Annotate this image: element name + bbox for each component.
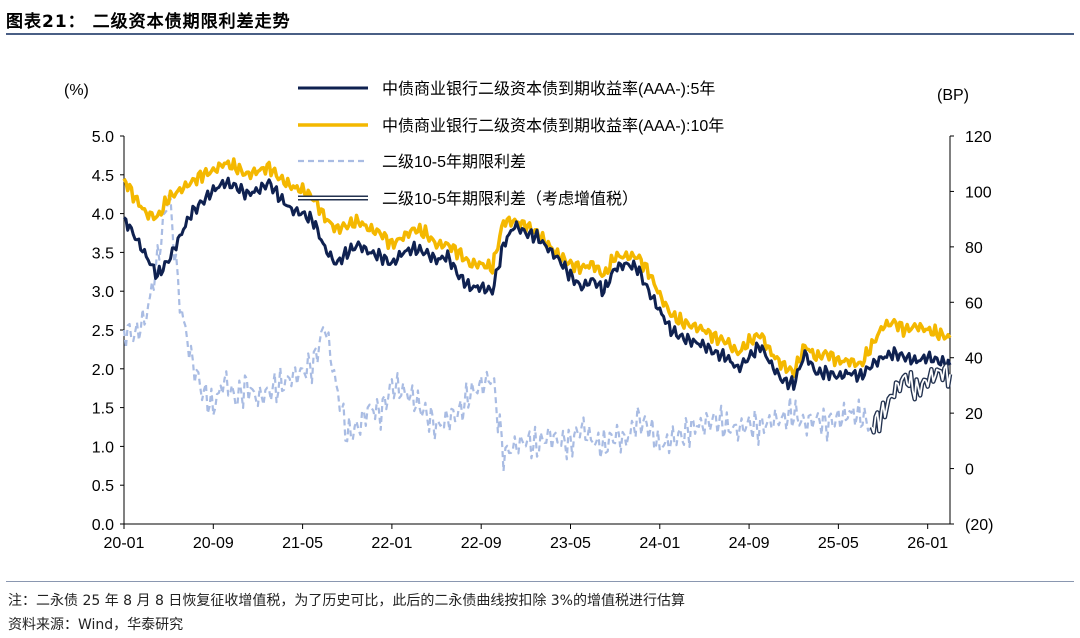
- legend-label: 中债商业银行二级资本债到期收益率(AAA-):5年: [382, 80, 715, 98]
- footnote: 注：二永债 25 年 8 月 8 日恢复征收增值税，为了历史可比，此后的二永债曲…: [8, 593, 685, 609]
- chart-canvas: (%) (BP) 0.0 0.5 1.0 1.5 2.0 2.5 3.0 3.5 4.0 4.5 5.0…: [64, 80, 993, 552]
- series-line-solid-navy: [123, 176, 952, 391]
- x-tick-label: 24-01: [639, 535, 680, 552]
- right-tick-label: (20): [965, 517, 993, 534]
- right-tick-label: 40: [965, 351, 983, 368]
- right-unit-label: (BP): [937, 87, 969, 104]
- footer-divider: [6, 581, 1074, 582]
- left-tick-label: 1.5: [92, 401, 114, 418]
- legend-label: 二级10-5年期限利差: [382, 153, 526, 171]
- x-tick-label: 24-09: [729, 535, 770, 552]
- series-line-dashed-lightblue: [122, 194, 873, 473]
- x-tick-label: 22-09: [461, 535, 502, 552]
- x-tick-label: 20-09: [193, 535, 234, 552]
- x-tick-label: 21-05: [282, 535, 323, 552]
- left-tick-label: 0.0: [92, 517, 114, 534]
- left-tick-label: 5.0: [92, 129, 114, 146]
- right-tick-label: 0: [965, 462, 974, 479]
- left-unit-label: (%): [64, 82, 89, 99]
- x-tick-label: 26-01: [907, 535, 948, 552]
- chart-title: 图表21： 二级资本债期限利差走势: [6, 12, 291, 32]
- right-tick-label: 20: [965, 406, 983, 423]
- series-line-spread-vat: [871, 364, 951, 434]
- right-tick-label: 120: [965, 129, 992, 146]
- left-tick-label: 3.0: [92, 284, 114, 301]
- chart-legend: 中债商业银行二级资本债到期收益率(AAA-):5年中债商业银行二级资本债到期收益…: [298, 80, 724, 208]
- x-tick-label: 22-01: [371, 535, 412, 552]
- x-tick-label: 23-05: [550, 535, 591, 552]
- left-tick-label: 3.5: [92, 245, 114, 262]
- legend-label: 二级10-5年期限利差（考虑增值税）: [382, 190, 638, 208]
- source-note: 资料来源：Wind，华泰研究: [8, 617, 184, 633]
- chart-axes: (%) (BP) 0.0 0.5 1.0 1.5 2.0 2.5 3.0 3.5 4.0 4.5 5.0…: [64, 82, 993, 552]
- chart-series: [122, 157, 953, 473]
- x-tick-label: 25-05: [818, 535, 859, 552]
- x-tick-label: 20-01: [104, 535, 145, 552]
- left-tick-label: 2.5: [92, 323, 114, 340]
- left-tick-label: 2.0: [92, 362, 114, 379]
- left-tick-label: 4.5: [92, 168, 114, 185]
- left-tick-label: 1.0: [92, 439, 114, 456]
- legend-label: 中债商业银行二级资本债到期收益率(AAA-):10年: [382, 117, 724, 135]
- left-tick-label: 0.5: [92, 478, 114, 495]
- right-tick-label: 60: [965, 295, 983, 312]
- left-tick-label: 4.0: [92, 207, 114, 224]
- title-divider: [6, 33, 1074, 35]
- right-tick-label: 80: [965, 240, 983, 257]
- right-tick-label: 100: [965, 184, 992, 201]
